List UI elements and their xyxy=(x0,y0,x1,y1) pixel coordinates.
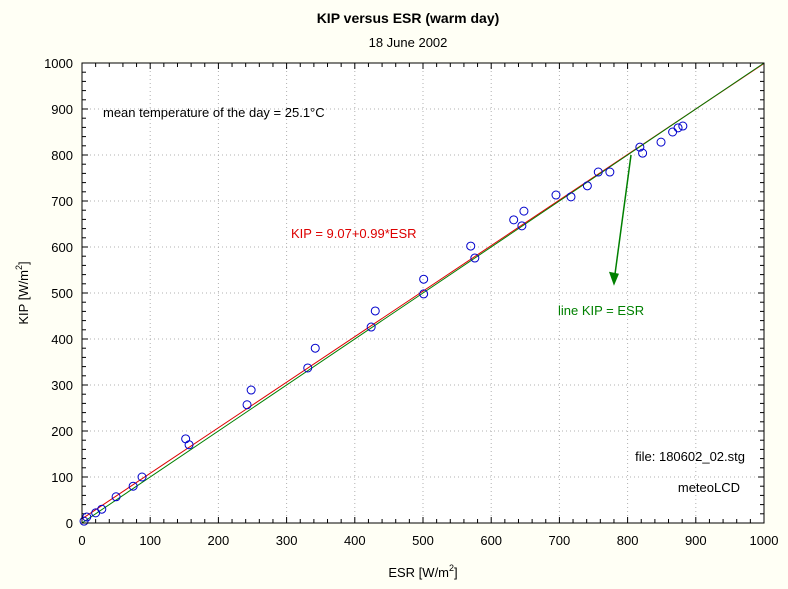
x-tick-label: 600 xyxy=(480,533,502,548)
data-point xyxy=(519,206,529,216)
data-point xyxy=(638,148,648,158)
data-point xyxy=(509,215,519,225)
y-tick-label: 200 xyxy=(51,424,73,439)
y-tick-labels: 0 100 200 300 400 500 600 700 800 900 1000 xyxy=(44,56,73,531)
data-point xyxy=(673,123,683,133)
x-tick-label: 400 xyxy=(344,533,366,548)
data-point xyxy=(466,241,476,251)
identity-line xyxy=(81,62,765,524)
data-point xyxy=(470,253,480,263)
arrow-head xyxy=(608,271,619,286)
data-point xyxy=(605,167,615,177)
x-tick-label: 700 xyxy=(549,533,571,548)
data-points xyxy=(79,121,688,526)
identity-line-label: line KIP = ESR xyxy=(558,303,644,318)
arrow-annotation xyxy=(608,154,632,286)
x-tick-label: 1000 xyxy=(750,533,779,548)
data-point xyxy=(678,121,688,131)
data-point xyxy=(82,512,92,522)
data-point xyxy=(97,504,107,514)
x-tick-label: 200 xyxy=(208,533,230,548)
y-tick-label: 100 xyxy=(51,470,73,485)
y-tick-label: 1000 xyxy=(44,56,73,71)
data-point xyxy=(566,192,576,202)
data-point xyxy=(635,142,645,152)
y-tick-label: 800 xyxy=(51,148,73,163)
data-point xyxy=(303,363,313,373)
source-annotation: meteoLCD xyxy=(678,480,740,495)
data-point xyxy=(517,221,527,231)
x-tick-label: 300 xyxy=(276,533,298,548)
data-point xyxy=(551,190,561,200)
x-tick-label: 100 xyxy=(139,533,161,548)
x-tick-label: 500 xyxy=(412,533,434,548)
y-tick-label: 400 xyxy=(51,332,73,347)
y-tick-label: 600 xyxy=(51,240,73,255)
x-tick-label: 800 xyxy=(617,533,639,548)
data-point xyxy=(419,289,429,299)
data-point xyxy=(419,274,429,284)
file-annotation: file: 180602_02.stg xyxy=(635,449,745,464)
data-point xyxy=(242,400,252,410)
x-tick-label: 900 xyxy=(685,533,707,548)
x-tick-label: 0 xyxy=(78,533,85,548)
data-point xyxy=(184,440,194,450)
x-tick-labels: 0 100 200 300 400 500 600 700 800 900 1000 xyxy=(78,533,778,548)
grid xyxy=(82,63,764,523)
y-tick-label: 900 xyxy=(51,102,73,117)
y-axis-label: KIP [W/m2] xyxy=(14,261,31,324)
y-tick-label: 500 xyxy=(51,286,73,301)
arrow-shaft xyxy=(613,154,632,282)
mean-temperature-annotation: mean temperature of the day = 25.1°C xyxy=(103,105,325,120)
plot-frame xyxy=(81,62,765,524)
data-point xyxy=(128,481,138,491)
y-tick-label: 700 xyxy=(51,194,73,209)
data-point xyxy=(246,385,256,395)
y-tick-label: 0 xyxy=(66,516,73,531)
data-point xyxy=(370,306,380,316)
data-point xyxy=(111,492,121,502)
chart-title: KIP versus ESR (warm day) xyxy=(317,10,500,26)
y-tick-label: 300 xyxy=(51,378,73,393)
data-point xyxy=(137,472,147,482)
data-point xyxy=(656,137,666,147)
data-point xyxy=(366,322,376,332)
data-point xyxy=(593,167,603,177)
fit-lines xyxy=(81,62,765,524)
data-point xyxy=(582,181,592,191)
chart-subtitle: 18 June 2002 xyxy=(369,35,448,50)
regression-label: KIP = 9.07+0.99*ESR xyxy=(291,226,417,241)
data-point xyxy=(310,343,320,353)
x-axis-label: ESR [W/m2] xyxy=(388,563,457,580)
